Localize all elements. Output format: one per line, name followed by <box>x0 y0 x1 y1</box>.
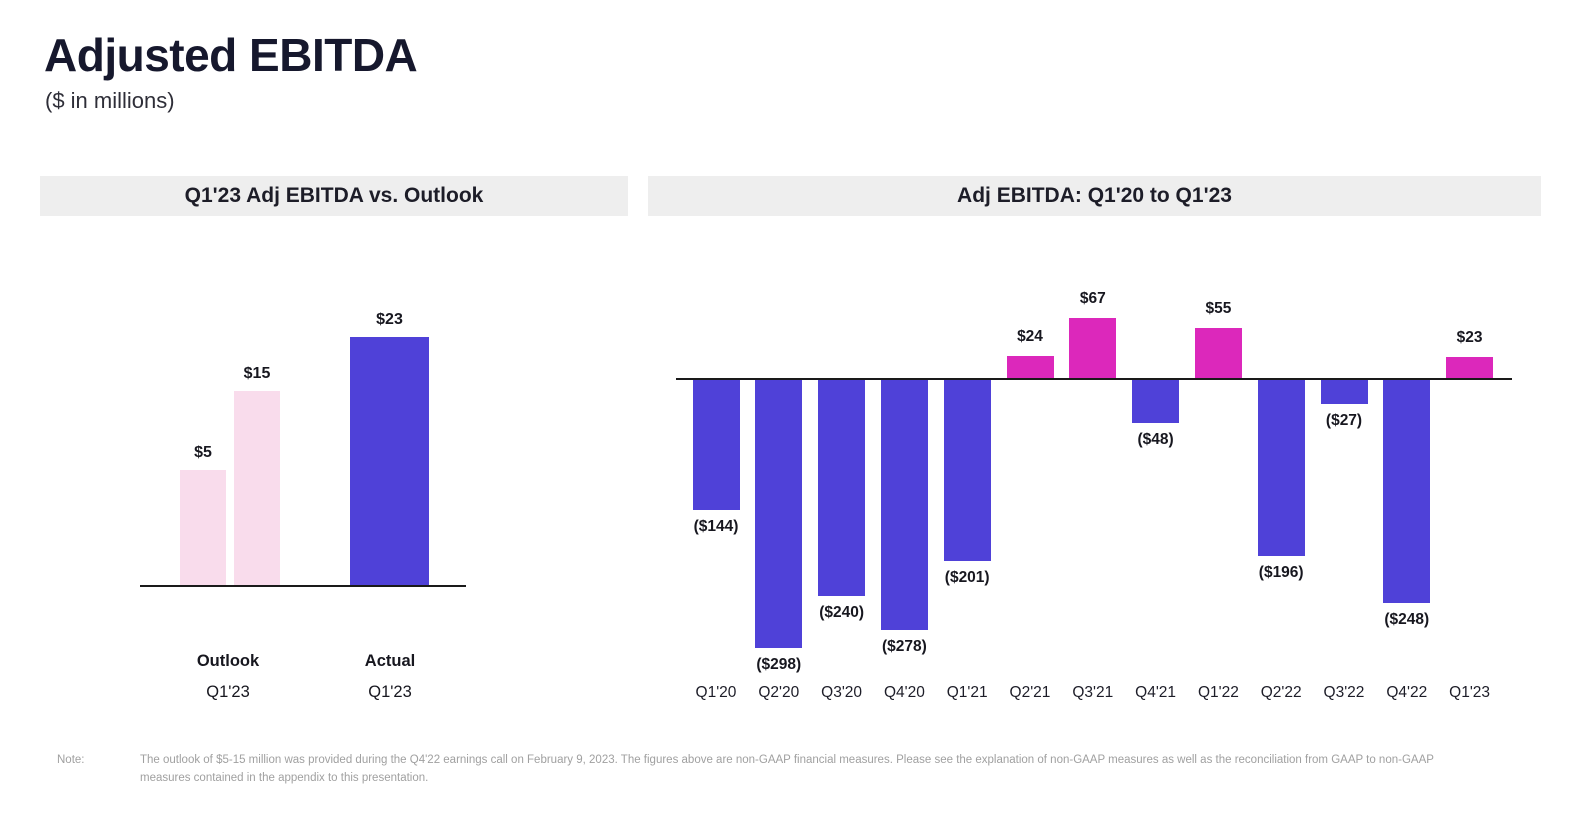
right-bar-q3-20 <box>818 380 866 596</box>
left-bar-outlook-low <box>180 470 226 585</box>
left-chart-axis <box>140 585 466 587</box>
right-bar-q3-22 <box>1320 380 1368 404</box>
right-bar-q2-22 <box>1257 380 1305 556</box>
right-chart-axis <box>676 378 1512 380</box>
right-bar-value-label-q2-20: ($298) <box>756 656 802 673</box>
right-bar-value-label-q3-22: ($27) <box>1325 412 1363 429</box>
right-chart-title: Adj EBITDA: Q1'20 to Q1'23 <box>957 184 1232 207</box>
right-bar-value-label-q4-20: ($278) <box>881 638 927 655</box>
right-bar-q1-23 <box>1446 357 1494 378</box>
group-label-main: Outlook <box>196 652 260 670</box>
right-bar-value-label-q3-20: ($240) <box>819 604 864 621</box>
right-bar-q1-20 <box>692 380 740 510</box>
right-bar-q2-21 <box>1006 356 1054 378</box>
right-bar-q4-20 <box>880 380 928 630</box>
right-chart-title-band: Adj EBITDA: Q1'20 to Q1'23 <box>648 176 1541 216</box>
left-bar-actual <box>350 337 429 585</box>
left-bar-value-label-outlook-low: $5 <box>194 444 212 461</box>
x-tick-label-q3-20: Q3'20 <box>821 684 863 701</box>
right-bar-q4-21 <box>1132 380 1180 423</box>
right-bar-value-label-q1-20: ($144) <box>693 518 739 535</box>
group-label-sub: Q1'23 <box>206 683 250 701</box>
left-axis-group-outlook: Outlook Q1'23 <box>158 652 298 702</box>
page-subtitle: ($ in millions) <box>45 88 175 113</box>
x-tick-label-q2-21: Q2'21 <box>1009 684 1051 701</box>
footnote-text: The outlook of $5-15 million was provide… <box>140 754 1434 784</box>
x-tick-label-q2-20: Q2'20 <box>758 684 800 701</box>
right-bar-value-label-q1-23: $23 <box>1456 329 1483 346</box>
right-bar-value-label-q4-22: ($248) <box>1384 611 1430 628</box>
footnote: Note: The outlook of $5-15 million was p… <box>57 752 1487 788</box>
right-chart-plot: ($144) Q1'20 ($298) Q2'20 ($240) Q3'20 ($278) Q… <box>660 280 1558 710</box>
x-tick-label-q2-22: Q2'22 <box>1260 684 1302 701</box>
x-tick-label-q4-22: Q4'22 <box>1386 684 1428 701</box>
left-bar-outlook-high <box>234 391 280 585</box>
right-bar-q1-21 <box>943 380 991 561</box>
right-bar-value-label-q1-22: $55 <box>1205 300 1232 317</box>
right-bar-value-label-q3-21: $67 <box>1079 290 1106 307</box>
x-tick-label-q1-20: Q1'20 <box>695 684 737 701</box>
x-tick-label-q1-21: Q1'21 <box>946 684 988 701</box>
group-label-sub: Q1'23 <box>368 683 412 701</box>
x-tick-label-q4-21: Q4'21 <box>1135 684 1177 701</box>
x-tick-label-q3-21: Q3'21 <box>1072 684 1114 701</box>
right-bar-value-label-q1-21: ($201) <box>944 569 990 586</box>
left-axis-group-actual: Actual Q1'23 <box>320 652 460 702</box>
x-tick-label-q1-23: Q1'23 <box>1449 684 1491 701</box>
right-bar-value-label-q2-22: ($196) <box>1258 564 1304 581</box>
x-tick-label-q4-20: Q4'20 <box>883 684 925 701</box>
right-bar-value-label-q4-21: ($48) <box>1137 431 1174 448</box>
left-bar-value-label-outlook-high: $15 <box>243 365 271 382</box>
left-chart-title-band: Q1'23 Adj EBITDA vs. Outlook <box>40 176 628 216</box>
right-bar-value-label-q2-21: $24 <box>1017 328 1043 345</box>
left-chart-plot: $5 $15 $23 Outlook Q1'23 Actual Q1'23 <box>140 300 466 720</box>
right-bar-q1-22 <box>1194 328 1242 378</box>
footnote-label: Note: <box>57 754 85 766</box>
left-chart-title: Q1'23 Adj EBITDA vs. Outlook <box>184 184 484 207</box>
right-bar-q3-21 <box>1069 318 1117 378</box>
right-bar-q4-22 <box>1383 380 1431 603</box>
right-bar-q2-20 <box>755 380 803 648</box>
left-bar-value-label-actual: $23 <box>376 311 403 328</box>
group-label-main: Actual <box>364 652 416 670</box>
x-tick-label-q1-22: Q1'22 <box>1197 684 1239 701</box>
page-title: Adjusted EBITDA <box>44 29 418 81</box>
x-tick-label-q3-22: Q3'22 <box>1323 684 1365 701</box>
